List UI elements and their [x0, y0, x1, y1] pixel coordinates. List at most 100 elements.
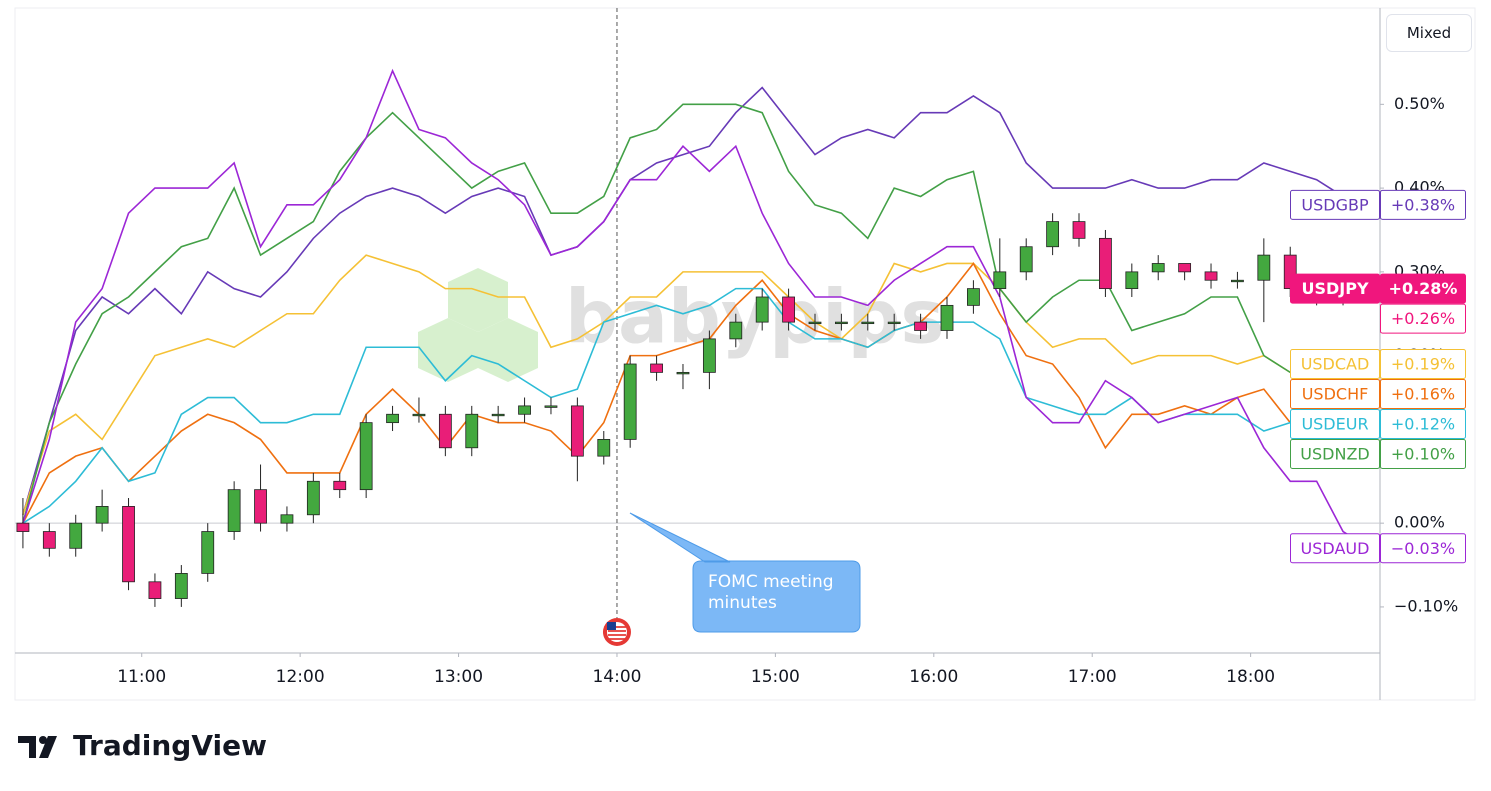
candle-body [254, 489, 267, 524]
series-value: +0.28% [1389, 279, 1458, 298]
candle-body [702, 338, 716, 373]
candle-body [782, 296, 795, 323]
series-name: USDCAD [1301, 355, 1370, 374]
candle-body [1231, 279, 1244, 283]
candle-body [227, 489, 241, 532]
candle-body [755, 296, 769, 323]
compare-line [22, 287, 1291, 524]
y-tick-label: 0.50% [1394, 94, 1445, 113]
x-tick-label: 13:00 [434, 667, 483, 687]
candle-body [1178, 263, 1192, 273]
candle-body [1204, 271, 1218, 281]
candle-body [650, 363, 663, 373]
series-name: USDJPY [1301, 279, 1368, 298]
series-label: USDEUR +0.12% [1290, 409, 1466, 440]
candle-body [1257, 254, 1271, 281]
series-value: +0.10% [1391, 445, 1455, 464]
y-tick-label: 0.00% [1394, 513, 1445, 532]
candle-body [993, 271, 1007, 290]
callout-box [629, 512, 861, 633]
candle-body [491, 413, 505, 417]
series-value-box [1380, 533, 1466, 564]
candle-body [1099, 237, 1112, 290]
series-name-box [1290, 189, 1380, 220]
series-value: +0.26% [1391, 309, 1455, 328]
y-tick-label: −0.10% [1394, 596, 1458, 615]
candle-body [69, 522, 83, 549]
series-label: USDJPY +0.28% [1290, 273, 1466, 304]
series-label: USDCAD +0.19% [1290, 349, 1466, 380]
candle-body [465, 413, 479, 449]
series-label: +0.26% [1380, 303, 1466, 334]
x-tick-label: 14:00 [592, 667, 641, 687]
series-value: −0.03% [1391, 539, 1455, 558]
series-name-box [1290, 349, 1380, 380]
compare-line [22, 68, 1370, 549]
x-tick-label: 15:00 [751, 667, 800, 687]
series-name-box [1290, 273, 1380, 304]
series-name: USDNZD [1300, 445, 1369, 464]
candle-body [306, 480, 320, 516]
series-name-box [1290, 379, 1380, 410]
candle-body [887, 321, 901, 325]
candle-body [729, 321, 743, 340]
candle-body [148, 581, 162, 599]
candle-body [333, 480, 347, 491]
series-label: USDNZD +0.10% [1290, 439, 1466, 470]
candle-body [280, 514, 294, 524]
watermark-cube [448, 268, 508, 332]
logo-glyph [39, 736, 57, 758]
candle-body [16, 522, 30, 532]
candle-body [412, 413, 426, 417]
brand-name: TradingView [73, 729, 267, 762]
event-label: FOMC meeting minutes [708, 572, 834, 613]
series-name: USDEUR [1301, 415, 1368, 434]
candle-body [861, 321, 875, 325]
candle-body [1046, 221, 1060, 248]
series-value-box [1380, 379, 1466, 410]
series-value-box [1380, 303, 1466, 334]
series-name: USDGBP [1301, 195, 1369, 214]
candle-body [518, 405, 531, 415]
candle-body [1019, 246, 1033, 273]
candle-body [967, 288, 980, 306]
candle-body [940, 304, 954, 331]
candle-body [914, 321, 927, 331]
candle-body [597, 438, 611, 457]
watermark-cube [478, 318, 538, 382]
series-value-box [1380, 349, 1466, 380]
series-label: USDAUD −0.03% [1290, 533, 1466, 564]
series-value-box [1380, 439, 1466, 470]
candle-body [438, 413, 452, 449]
series-value-box [1380, 273, 1466, 304]
series-value-box [1380, 409, 1466, 440]
series-value: +0.12% [1391, 415, 1455, 434]
compare-line [22, 103, 1291, 524]
scale-mode-button[interactable]: Mixed [1386, 14, 1472, 52]
series-value: +0.19% [1391, 355, 1455, 374]
compare-line [22, 254, 1291, 516]
candle-body [359, 422, 373, 491]
series-label: USDGBP +0.38% [1290, 189, 1466, 220]
candle-body [201, 531, 215, 574]
candle-body [834, 321, 848, 325]
series-name-box [1290, 533, 1380, 564]
series-name-box [1290, 409, 1380, 440]
x-tick-label: 18:00 [1226, 667, 1275, 687]
tradingview-logo: TradingView [18, 729, 267, 762]
candle-body [174, 573, 188, 599]
candle-body [676, 371, 690, 375]
flag-canton [606, 622, 616, 630]
candle-body [1125, 271, 1139, 290]
candle-body [623, 363, 637, 440]
candle-body [808, 321, 822, 325]
candle-body [1151, 263, 1165, 273]
candle-body [544, 405, 558, 408]
series-name: USDCHF [1302, 385, 1369, 404]
x-tick-label: 16:00 [909, 667, 958, 687]
x-tick-label: 12:00 [276, 667, 325, 687]
candle-body [122, 506, 135, 583]
logo-glyph [39, 736, 47, 744]
